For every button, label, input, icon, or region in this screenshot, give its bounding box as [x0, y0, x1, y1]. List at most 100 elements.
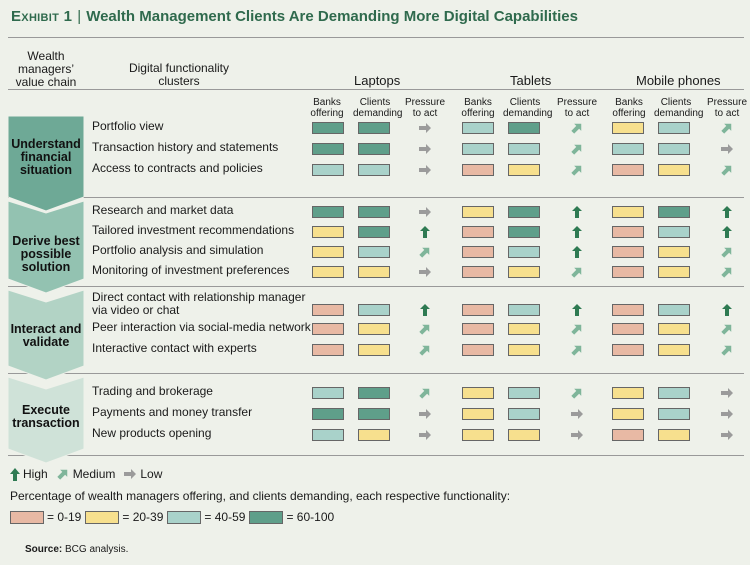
legend-high: High [10, 467, 48, 481]
medium-arrow-icon [721, 247, 732, 258]
low-arrow-icon [571, 430, 583, 440]
mobile-clients-demanding-cell [658, 143, 690, 155]
medium-arrow-icon [721, 324, 732, 335]
functionality-label: Portfolio analysis and simulation [92, 243, 264, 257]
tablets-banks-offering-cell [462, 122, 494, 134]
mobile-clients-demanding-cell [658, 122, 690, 134]
mobile-clients-demanding-cell [658, 304, 690, 316]
source-text: BCG analysis. [65, 544, 129, 555]
header-rule [8, 89, 744, 90]
legend-bin-40-59-label: = 40-59 [204, 510, 246, 524]
colhdr-laptops-pressure: Pressure to act [404, 97, 445, 119]
high-arrow-icon [572, 206, 582, 218]
low-arrow-icon [721, 409, 733, 419]
tablets-banks-offering-cell [462, 387, 494, 399]
swatch-0-19 [10, 510, 44, 524]
tablets-banks-offering-cell [462, 323, 494, 335]
device-header-mobile: Mobile phones [636, 73, 721, 88]
source-label: Source: [25, 544, 63, 555]
legend-bin-60-100-label: = 60-100 [286, 510, 335, 524]
tablets-clients-demanding-cell [508, 408, 540, 420]
stage-chevron-4: Execute transaction [8, 377, 84, 463]
mobile-banks-offering-cell [612, 226, 644, 238]
laptops-pressure-indicator [418, 225, 432, 239]
laptops-pressure-indicator [418, 407, 432, 421]
tablets-pressure-indicator [570, 322, 584, 336]
colhdr-tablets-offering: Banks offering [461, 97, 495, 119]
laptops-clients-demanding-cell [358, 122, 390, 134]
mobile-pressure-indicator [720, 121, 734, 135]
chevron-arrow-shape [8, 201, 84, 293]
medium-arrow-icon [419, 247, 430, 258]
legend-medium-label: Medium [72, 467, 116, 481]
mobile-banks-offering-cell [612, 344, 644, 356]
laptops-pressure-indicator [418, 428, 432, 442]
mobile-clients-demanding-cell [658, 246, 690, 258]
tablets-banks-offering-cell [462, 429, 494, 441]
medium-arrow-icon [721, 267, 732, 278]
functionality-label: Access to contracts and policies [92, 161, 263, 175]
laptops-clients-demanding-cell [358, 408, 390, 420]
tablets-pressure-indicator [570, 121, 584, 135]
tablets-clients-demanding-cell [508, 226, 540, 238]
legend-high-label: High [23, 467, 48, 481]
medium-arrow-icon [571, 345, 582, 356]
high-arrow-icon [572, 304, 582, 316]
chevron-arrow-shape [8, 116, 84, 211]
mobile-banks-offering-cell [612, 122, 644, 134]
low-arrow-icon [419, 267, 431, 277]
mobile-pressure-indicator [720, 265, 734, 279]
laptops-banks-offering-cell [312, 323, 344, 335]
device-header-tablets: Tablets [510, 73, 552, 88]
mobile-banks-offering-cell [612, 143, 644, 155]
laptops-pressure-indicator [418, 386, 432, 400]
tablets-clients-demanding-cell [508, 429, 540, 441]
title-rule [8, 37, 744, 38]
medium-arrow-icon [571, 165, 582, 176]
stage-chevron-3: Interact and validate [8, 290, 84, 380]
laptops-banks-offering-cell [312, 226, 344, 238]
laptops-banks-offering-cell [312, 344, 344, 356]
colhdr-mobile-offering: Banks offering [612, 97, 646, 119]
mobile-pressure-indicator [720, 407, 734, 421]
tablets-banks-offering-cell [462, 266, 494, 278]
tablets-pressure-indicator [570, 428, 584, 442]
mobile-banks-offering-cell [612, 266, 644, 278]
laptops-banks-offering-cell [312, 164, 344, 176]
functionality-label: Research and market data [92, 203, 234, 217]
tablets-pressure-indicator [570, 265, 584, 279]
medium-arrow-icon [571, 144, 582, 155]
laptops-clients-demanding-cell [358, 429, 390, 441]
tablets-pressure-indicator [570, 225, 584, 239]
mobile-clients-demanding-cell [658, 164, 690, 176]
mobile-pressure-indicator [720, 205, 734, 219]
legend-caption: Percentage of wealth managers offering, … [10, 489, 511, 503]
laptops-clients-demanding-cell [358, 246, 390, 258]
mobile-banks-offering-cell [612, 246, 644, 258]
low-arrow-icon [419, 430, 431, 440]
stage-label-3: Interact and validate [10, 322, 82, 349]
laptops-clients-demanding-cell [358, 387, 390, 399]
stage-divider-1 [8, 197, 744, 198]
tablets-banks-offering-cell [462, 304, 494, 316]
laptops-banks-offering-cell [312, 429, 344, 441]
chevron-arrow-shape [8, 377, 84, 463]
tablets-pressure-indicator [570, 303, 584, 317]
legend-low-label: Low [140, 467, 163, 481]
title-text: Wealth Management Clients Are Demanding … [86, 8, 578, 25]
stage-label-1: Understand financial situation [11, 137, 81, 177]
colhdr-mobile-pressure: Pressure to act [706, 97, 747, 119]
mobile-clients-demanding-cell [658, 344, 690, 356]
functionality-label: Tailored investment recommendations [92, 223, 295, 237]
tablets-banks-offering-cell [462, 206, 494, 218]
stage-label-2: Derive best possible solution [12, 234, 80, 274]
laptops-pressure-indicator [418, 205, 432, 219]
legend-bin-0-19: = 0-19 [10, 510, 81, 524]
medium-arrow-icon [571, 267, 582, 278]
tablets-banks-offering-cell [462, 246, 494, 258]
laptops-banks-offering-cell [312, 206, 344, 218]
high-arrow-icon [572, 226, 582, 238]
tablets-clients-demanding-cell [508, 246, 540, 258]
high-arrow-icon [420, 226, 430, 238]
mobile-clients-demanding-cell [658, 226, 690, 238]
